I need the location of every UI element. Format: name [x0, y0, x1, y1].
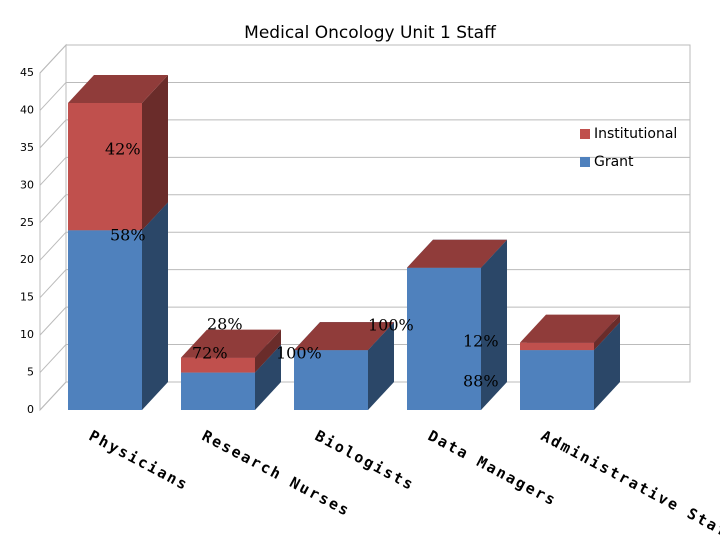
grid-line	[39, 194, 690, 224]
annotation: 100%	[368, 316, 414, 335]
bar	[520, 350, 594, 410]
bar-top	[68, 74, 168, 103]
x-tick-label: Administrative Staff	[538, 427, 720, 540]
bar-segment	[181, 329, 281, 373]
bar-side	[594, 314, 620, 351]
y-tick-label: 5	[27, 366, 34, 379]
bar-side	[142, 74, 168, 231]
chart-title: Medical Oncology Unit 1 Staff	[244, 23, 497, 43]
legend-swatch	[580, 129, 590, 139]
annotation: 100%	[276, 344, 322, 363]
grid-line	[39, 156, 690, 186]
bar-side	[255, 329, 281, 373]
bar-top	[520, 314, 620, 343]
y-tick-label: 30	[20, 178, 34, 191]
grid-line	[39, 81, 690, 111]
bar-top	[294, 322, 394, 351]
bar	[520, 342, 594, 351]
legend-label: Institutional	[594, 126, 677, 142]
bar-top	[181, 329, 281, 358]
bar-segment	[520, 314, 620, 351]
legend-swatch	[580, 157, 590, 167]
bar-side	[594, 322, 620, 410]
bar-segment	[294, 322, 394, 351]
grid-line	[39, 119, 690, 149]
grid-line	[39, 231, 690, 261]
bar-side	[142, 202, 168, 410]
x-tick-label: Biologists	[312, 427, 418, 495]
bar-top	[407, 239, 507, 268]
bar	[294, 350, 368, 410]
y-tick-label: 40	[20, 103, 34, 116]
bar-side	[255, 344, 281, 410]
bar-side	[481, 239, 507, 410]
y-tick-label: 10	[20, 328, 34, 341]
side-wall	[39, 43, 67, 412]
bar	[68, 230, 142, 410]
y-tick-label: 25	[20, 216, 34, 229]
x-tick-label: Physicians	[86, 427, 192, 495]
y-tick-label: 0	[27, 403, 34, 416]
annotation: 28%	[207, 315, 243, 334]
annotation: 42%	[105, 140, 141, 159]
annotation: 12%	[463, 332, 499, 351]
bar-segment	[68, 202, 168, 410]
y-tick-label: 20	[20, 253, 34, 266]
bar-segment	[407, 239, 507, 268]
y-tick-label: 45	[20, 66, 34, 79]
grid-line	[39, 44, 690, 74]
bar	[181, 372, 255, 410]
bar	[181, 357, 255, 373]
y-tick-label: 35	[20, 141, 34, 154]
annotation: 88%	[463, 372, 499, 391]
y-tick-label: 15	[20, 291, 34, 304]
annotation: 72%	[192, 344, 228, 363]
bar-segment	[68, 74, 168, 231]
annotation: 58%	[110, 226, 146, 245]
bar	[407, 267, 481, 410]
bar	[68, 102, 142, 231]
bar-side	[368, 322, 394, 410]
legend-label: Grant	[594, 154, 634, 170]
